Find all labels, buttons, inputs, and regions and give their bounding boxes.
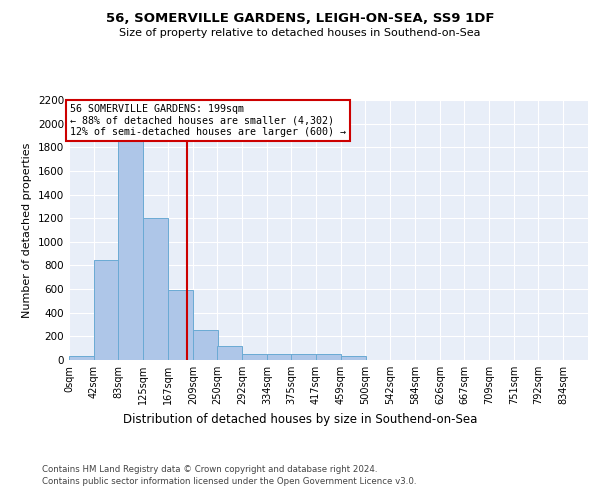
Bar <box>69 356 94 360</box>
Bar <box>242 354 267 360</box>
Bar <box>316 354 341 360</box>
Bar <box>143 218 168 360</box>
Text: 56, SOMERVILLE GARDENS, LEIGH-ON-SEA, SS9 1DF: 56, SOMERVILLE GARDENS, LEIGH-ON-SEA, SS… <box>106 12 494 26</box>
Bar <box>341 356 365 360</box>
Text: Contains HM Land Registry data © Crown copyright and database right 2024.: Contains HM Land Registry data © Crown c… <box>42 465 377 474</box>
Bar <box>118 142 143 360</box>
Bar <box>217 346 242 360</box>
Bar <box>193 330 218 360</box>
Text: Contains public sector information licensed under the Open Government Licence v3: Contains public sector information licen… <box>42 478 416 486</box>
Bar <box>94 260 119 360</box>
Text: Distribution of detached houses by size in Southend-on-Sea: Distribution of detached houses by size … <box>123 412 477 426</box>
Bar <box>168 290 193 360</box>
Bar <box>267 354 292 360</box>
Text: 56 SOMERVILLE GARDENS: 199sqm
← 88% of detached houses are smaller (4,302)
12% o: 56 SOMERVILLE GARDENS: 199sqm ← 88% of d… <box>70 104 346 138</box>
Bar <box>292 354 316 360</box>
Y-axis label: Number of detached properties: Number of detached properties <box>22 142 32 318</box>
Text: Size of property relative to detached houses in Southend-on-Sea: Size of property relative to detached ho… <box>119 28 481 38</box>
